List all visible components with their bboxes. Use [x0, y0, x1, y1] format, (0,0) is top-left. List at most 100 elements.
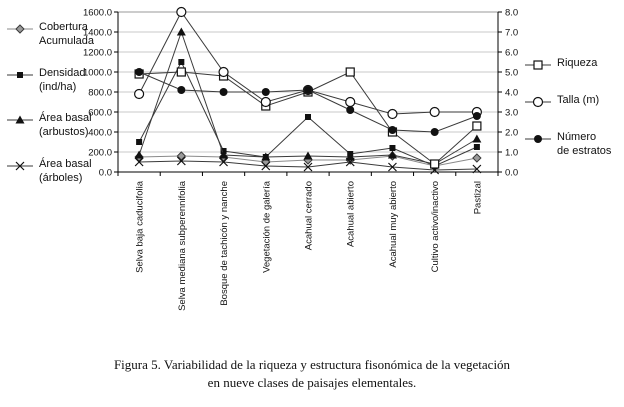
data-point-triangle	[134, 150, 144, 159]
data-point-square	[136, 139, 143, 145]
data-point-filled-circle	[219, 88, 228, 96]
right-legend: Riqueza Talla (m) Número de estratos	[524, 56, 622, 159]
series-numero-de-estratos	[135, 68, 481, 136]
right-axis-tick-label: 2.0	[505, 128, 518, 139]
data-point-open-circle	[429, 106, 440, 118]
data-point-triangle	[261, 152, 271, 161]
triangle-marker-icon	[7, 115, 33, 124]
square-open-marker-icon	[525, 60, 551, 70]
legend-item-numero-de-estratos: Número de estratos	[524, 130, 622, 159]
data-point-triangle	[219, 150, 229, 159]
data-point-open-circle	[260, 96, 271, 108]
data-point-filled-circle	[472, 112, 481, 120]
diamond-marker-icon	[7, 24, 33, 34]
category-label: Pastizal	[472, 181, 483, 214]
series-area-basal-arbustos	[134, 27, 482, 168]
data-point-x	[345, 157, 355, 167]
data-point-triangle	[303, 151, 313, 160]
left-axis-tick-label: 200.0	[88, 148, 112, 159]
right-axis-tick-label: 7.0	[505, 28, 518, 39]
data-point-triangle	[15, 115, 25, 124]
data-point-x	[472, 164, 482, 174]
right-axis-tick-label: 3.0	[505, 108, 518, 119]
left-axis-tick-label: 1600.0	[83, 8, 112, 19]
right-axis-tick-label: 6.0	[505, 48, 518, 59]
left-axis-tick-label: 600.0	[88, 108, 112, 119]
data-point-filled-circle	[177, 86, 186, 94]
data-point-diamond	[472, 153, 482, 163]
data-point-square	[473, 144, 480, 150]
legend-item-area-basal-arboles: Área basal (árboles)	[6, 157, 112, 186]
legend-item-riqueza: Riqueza	[524, 56, 622, 71]
category-label: Acahual abierto	[346, 181, 357, 247]
legend-label-numero-de-estratos: Número de estratos	[557, 131, 612, 158]
caption-line-2: en nueve clases de paisajes elementales.	[207, 374, 417, 390]
data-point-filled-circle	[534, 135, 542, 143]
category-label: Vegetación de galería	[261, 180, 272, 273]
legend-label-riqueza: Riqueza	[557, 57, 598, 69]
data-point-x	[388, 162, 397, 172]
data-point-filled-circle	[135, 68, 144, 76]
data-point-open-circle	[218, 66, 229, 78]
caption-line-1: Figura 5. Variabilidad de la riqueza y e…	[113, 357, 511, 372]
left-axis-tick-label: 400.0	[88, 128, 112, 139]
data-point-x	[303, 162, 313, 172]
axis-ticks	[114, 11, 502, 176]
legend-item-densidad: Densidad (ind/ha)	[6, 66, 112, 95]
data-point-filled-circle	[304, 86, 312, 94]
left-axis-tick-label: 1000.0	[83, 68, 112, 79]
right-axis-tick-label: 4.0	[505, 88, 518, 99]
data-point-diamond	[15, 24, 25, 34]
circle-open-marker-icon	[525, 96, 551, 108]
category-label: Acahual muy abierto	[388, 181, 399, 268]
figure-caption: Figura 5. Variabilidad de la riqueza y e…	[0, 356, 624, 391]
chart-plot: 0.0 200.0 400.0 600.0 800.0 1000.0 1200.0 1400.…	[83, 6, 518, 311]
data-point-triangle	[176, 27, 186, 36]
data-point-open-circle	[345, 96, 356, 108]
category-label: Selva baja caducifolia	[135, 180, 146, 273]
data-point-triangle	[472, 134, 482, 143]
category-label: Cultivo activo/inactivo	[430, 181, 441, 272]
legend-label-cobertura-acumulada: Cobertura Acumulada	[39, 21, 95, 48]
legend-item-cobertura-acumulada: Cobertura Acumulada	[6, 20, 112, 49]
left-axis-tick-label: 0.0	[99, 168, 112, 179]
square-marker-icon	[7, 71, 33, 78]
category-label: Bosque de tachicón y nanche	[219, 181, 230, 306]
left-legend: Cobertura Acumulada Densidad (ind/ha) Área…	[6, 20, 112, 185]
series-talla	[134, 6, 482, 120]
data-point-open-circle	[134, 88, 145, 100]
data-point-open-square	[430, 159, 440, 169]
data-point-triangle	[345, 152, 355, 161]
data-point-square	[17, 71, 23, 78]
data-point-square	[389, 145, 396, 151]
category-label: Selva mediana subperennifolia	[177, 180, 188, 311]
data-point-x	[176, 156, 186, 166]
legend-label-talla: Talla (m)	[557, 94, 600, 106]
circle-marker-icon	[525, 135, 551, 143]
data-point-open-circle	[387, 108, 398, 120]
data-point-triangle	[387, 150, 397, 159]
data-point-open-square	[472, 121, 482, 131]
data-point-diamond	[176, 151, 187, 161]
data-point-x	[15, 161, 25, 171]
right-axis-tick-label: 1.0	[505, 148, 518, 159]
data-point-filled-circle	[346, 106, 355, 114]
data-point-open-square	[345, 67, 355, 77]
data-point-square	[178, 59, 185, 65]
data-point-open-square	[176, 67, 186, 77]
data-point-x	[219, 157, 228, 167]
data-point-filled-circle	[430, 128, 439, 136]
left-axis-tick-label: 1200.0	[83, 48, 112, 59]
data-point-x	[261, 161, 271, 171]
data-point-square	[305, 114, 311, 120]
right-axis-tick-label: 8.0	[505, 8, 518, 19]
right-axis-tick-label: 0.0	[505, 168, 518, 179]
data-point-x	[134, 157, 144, 167]
x-marker-icon	[7, 161, 33, 171]
right-axis-tick-label: 5.0	[505, 68, 518, 79]
left-axis-tick-label: 800.0	[88, 88, 112, 99]
legend-label-densidad: Densidad (ind/ha)	[39, 66, 86, 93]
legend-label-area-basal-arboles: Área basal (árboles)	[39, 157, 92, 185]
data-point-filled-circle	[261, 88, 270, 96]
series-area-basal-arboles	[134, 156, 482, 175]
